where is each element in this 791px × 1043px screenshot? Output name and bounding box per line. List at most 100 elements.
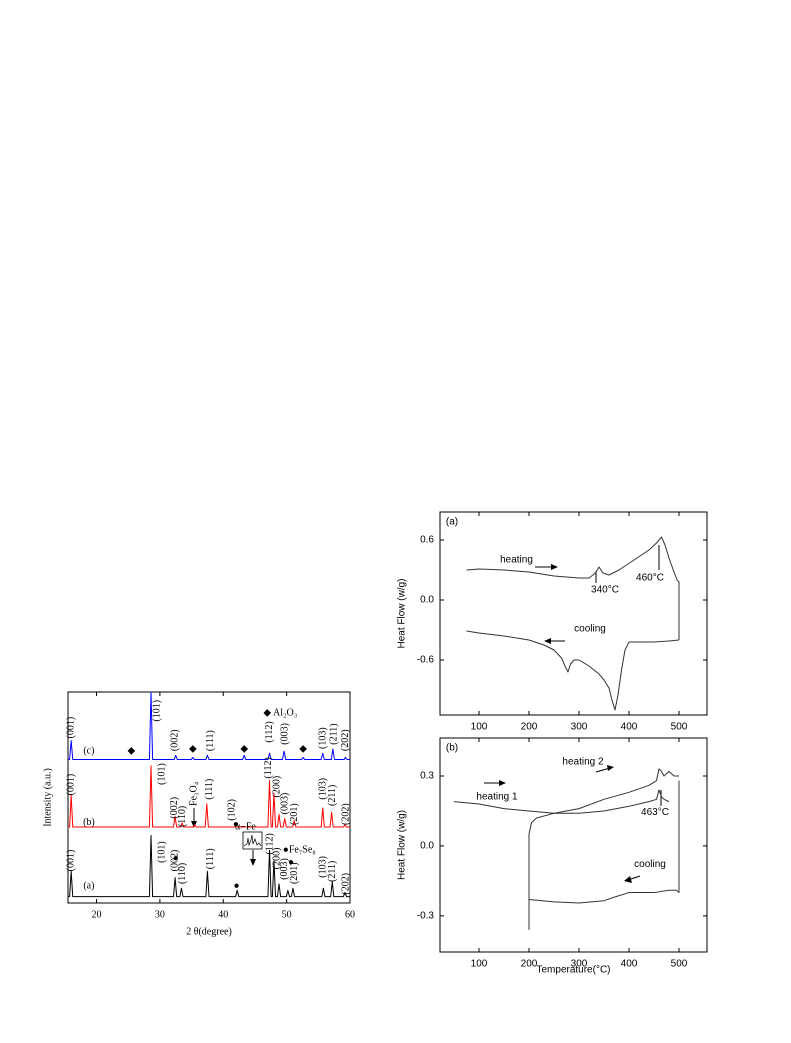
annotation: ● xyxy=(288,857,294,868)
plot-frame xyxy=(439,511,708,716)
peak-label: (110) xyxy=(177,863,188,884)
annotation: heating xyxy=(500,555,533,566)
x-tick-label: 400 xyxy=(621,959,638,970)
arrow-head xyxy=(499,780,506,786)
arrow-head xyxy=(250,859,256,866)
series-line xyxy=(68,765,350,828)
arrow-head xyxy=(607,765,614,771)
dsc-panel-a: 100 200 300 400 500 -0.6 0.0 0.6 Heat Flow (w/g)… xyxy=(397,511,708,733)
xrd-figure: 20 30 40 50 60 2 θ(degree) Intensity (a.u.) (00… xyxy=(42,691,355,937)
x-axis-label: Temperature(°C) xyxy=(536,965,610,976)
annotation: ● xyxy=(173,853,179,864)
inset-trace xyxy=(243,834,262,847)
y-axis-label: Heat Flow (w/g) xyxy=(397,578,408,648)
annotation: ◆ xyxy=(299,743,307,754)
y-tick-label: 0.0 xyxy=(420,595,434,606)
annotation: ◆ xyxy=(128,745,136,756)
y-axis-label: Heat Flow (w/g) xyxy=(397,810,408,880)
y-tick-label: -0.6 xyxy=(417,655,435,666)
y-tick-label: 0.3 xyxy=(420,771,434,782)
peak-label: (201) xyxy=(289,803,300,825)
peak-label: (101) xyxy=(152,700,163,722)
peak-label: (002) xyxy=(169,797,180,819)
peak-label: (110) xyxy=(177,806,188,827)
y-tick-label: -0.3 xyxy=(417,911,435,922)
x-tick-label: 100 xyxy=(471,722,488,733)
annotation: cooling xyxy=(574,624,606,635)
peak-label: (111) xyxy=(205,730,216,751)
peak-label: (103) xyxy=(318,856,329,878)
annotation: heating 2 xyxy=(562,757,604,768)
x-tick-label: 100 xyxy=(471,959,488,970)
peak-label: (211) xyxy=(327,785,338,806)
peak-label: (211) xyxy=(327,861,338,882)
series-line xyxy=(466,630,680,711)
x-tick-label: 400 xyxy=(621,722,638,733)
series-line xyxy=(68,834,350,898)
peak-label: (001) xyxy=(65,717,76,739)
x-tick-label: 300 xyxy=(571,722,588,733)
peak-label: (003) xyxy=(279,858,290,880)
series-line xyxy=(453,789,670,814)
annotation: (b) xyxy=(446,743,458,754)
annotation: 463°C xyxy=(641,807,669,818)
peak-label: Fe₃O₄ xyxy=(188,781,199,806)
peak-label: (101) xyxy=(157,763,168,785)
annotation: ◆ xyxy=(189,743,197,754)
peak-label: (003) xyxy=(280,723,291,745)
annotation: (b) xyxy=(83,817,95,828)
series-line xyxy=(528,768,679,930)
peak-label: (211) xyxy=(328,723,339,744)
x-axis-label: 2 θ(degree) xyxy=(186,926,232,937)
plot-frame xyxy=(67,691,351,904)
dsc-panel-b: 100 200 300 400 500 -0.3 0.0 0.3 Temperature(°C)… xyxy=(397,737,708,976)
peak-label: (002) xyxy=(169,850,180,872)
peak-label: (112) xyxy=(264,721,275,742)
annotation: cooling xyxy=(634,859,666,870)
inset-box xyxy=(242,831,263,850)
x-tick-label: 500 xyxy=(671,722,688,733)
arrow-head xyxy=(624,876,632,883)
peak-label: (202) xyxy=(340,729,351,751)
peak-label: (202) xyxy=(340,803,351,825)
annotation: (a) xyxy=(446,517,458,528)
annotation: ●Fe₇Se₈ xyxy=(283,845,317,856)
arrow-head xyxy=(191,821,197,828)
x-tick-label: 20 xyxy=(92,909,102,920)
arrow-head xyxy=(544,638,551,644)
annotation: 340°C xyxy=(591,585,619,596)
peak-label: (112) xyxy=(263,757,274,778)
annotation: ◆ Al₂O₃ xyxy=(263,707,297,718)
x-tick-label: 200 xyxy=(521,722,538,733)
peak-label: (112) xyxy=(264,833,275,854)
y-tick-label: 0.0 xyxy=(420,841,434,852)
peak-label: (001) xyxy=(65,774,76,796)
peak-label: (102) xyxy=(226,799,237,821)
series-line xyxy=(68,691,350,761)
x-tick-label: 60 xyxy=(345,909,355,920)
x-tick-label: 200 xyxy=(521,959,538,970)
peak-label: (103) xyxy=(318,778,329,800)
annotation: α−Fe xyxy=(235,821,256,832)
annotation: 460°C xyxy=(636,573,664,584)
peak-label: (202) xyxy=(340,873,351,895)
x-tick-label: 40 xyxy=(218,909,228,920)
x-tick-label: 300 xyxy=(571,959,588,970)
arrow-head xyxy=(551,564,558,570)
y-axis-label: Intensity (a.u.) xyxy=(42,768,53,827)
peak-label: (101) xyxy=(157,841,168,863)
annotation: (a) xyxy=(83,880,94,891)
peak-label: (200) xyxy=(271,776,282,798)
x-tick-label: 30 xyxy=(155,909,165,920)
annotation: (c) xyxy=(83,745,94,756)
series-line xyxy=(466,536,680,640)
peak-label: (002) xyxy=(169,729,180,751)
x-tick-label: 500 xyxy=(671,959,688,970)
plot-frame xyxy=(439,737,708,953)
peak-label: (111) xyxy=(205,848,216,869)
peak-label: (003) xyxy=(280,793,291,815)
series-line xyxy=(528,780,680,904)
annotation: ● xyxy=(234,880,240,891)
annotation: ◆ xyxy=(240,743,248,754)
